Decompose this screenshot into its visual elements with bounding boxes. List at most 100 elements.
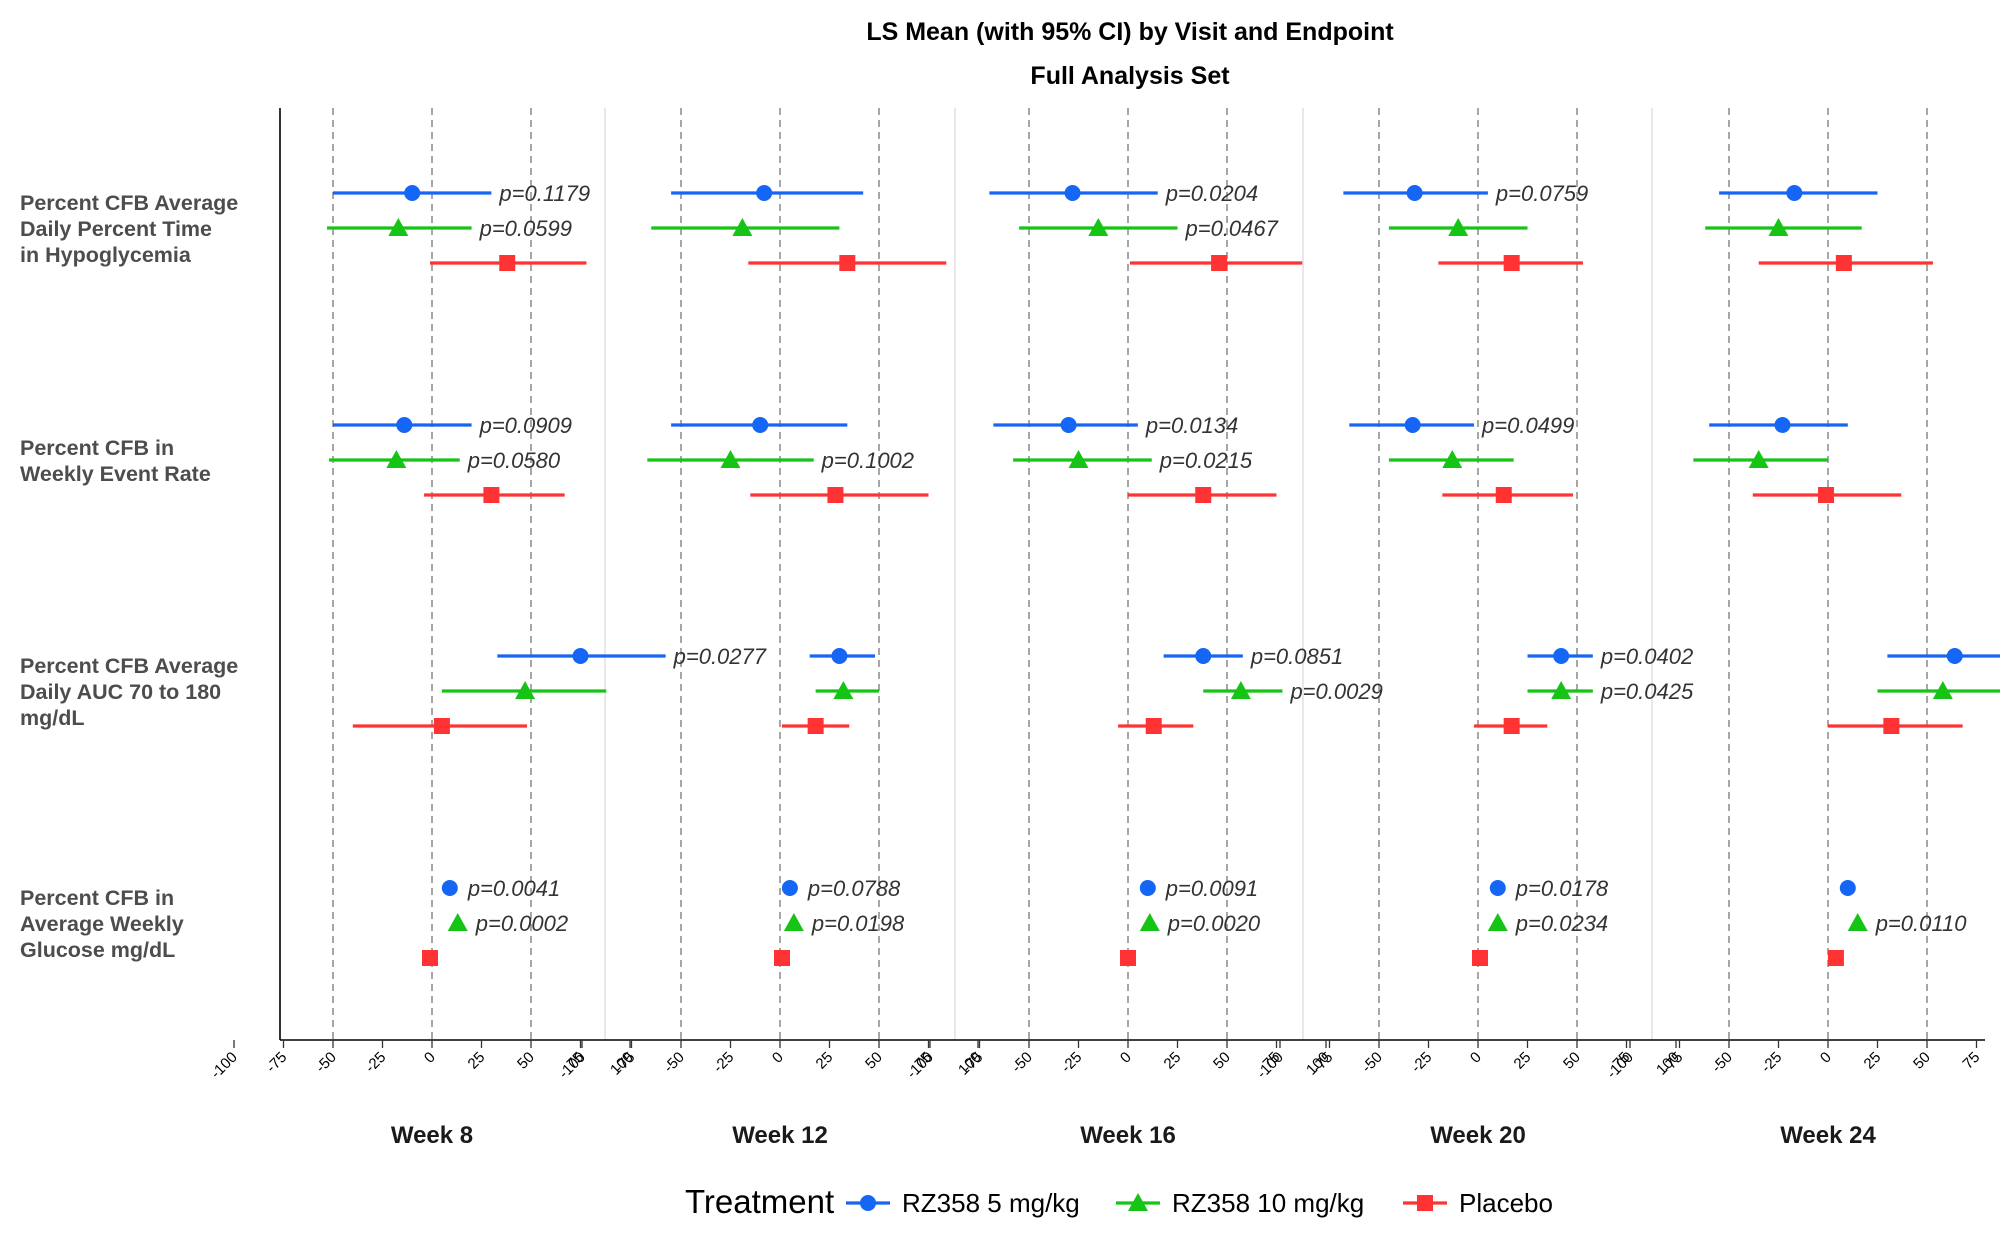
endpoint-label-line: mg/dL (20, 706, 85, 730)
legend-label: RZ358 5 mg/kg (902, 1188, 1080, 1218)
legend-item: Placebo (1403, 1188, 1553, 1218)
estimate-triangle (388, 218, 409, 236)
p-value-label: p=0.0198 (811, 911, 905, 936)
x-tick-label: -25 (1408, 1049, 1435, 1076)
endpoint-label-line: Percent CFB in (20, 436, 174, 460)
endpoint-label-line: Average Weekly (20, 912, 184, 936)
p-value-labels: p=0.1179 p=0.0599 p=0.0204 p=0.0467 p=0.0759… (467, 181, 1967, 936)
x-tick-label: 75 (1960, 1049, 1984, 1073)
estimate-circle (1839, 880, 1856, 896)
x-tick-label: -25 (710, 1049, 737, 1076)
x-tick-label: 50 (862, 1049, 886, 1073)
estimate-marks (327, 185, 2000, 966)
estimate-circle (1406, 185, 1423, 201)
p-value-label: p=0.0759 (1495, 181, 1588, 206)
estimate-triangle (783, 913, 804, 931)
estimate-triangle (1230, 681, 1251, 699)
estimate-triangle (720, 450, 741, 468)
estimate-triangle (732, 218, 753, 236)
p-value-label: p=0.0002 (475, 911, 568, 936)
endpoint-label: Percent CFB in Average Weekly Glucose mg/d… (20, 886, 184, 962)
endpoint-label-line: Glucose mg/dL (20, 938, 175, 962)
legend-item: RZ358 5 mg/kg (846, 1188, 1080, 1218)
x-tick-label: -50 (1708, 1049, 1735, 1076)
endpoint-label: Percent CFB in Weekly Event Rate (20, 436, 211, 486)
p-value-label: p=0.0499 (1481, 413, 1574, 438)
p-value-label: p=0.0788 (807, 876, 901, 901)
estimate-triangle (386, 450, 407, 468)
estimate-circle (1139, 880, 1156, 896)
estimate-triangle (1932, 681, 1953, 699)
legend-item: RZ358 10 mg/kg (1116, 1188, 1364, 1218)
estimate-circle (1774, 417, 1791, 433)
estimate-triangle (1847, 913, 1868, 931)
x-tick-label: 0 (421, 1049, 439, 1067)
x-tick-label: 0 (769, 1049, 787, 1067)
estimate-triangle (1088, 218, 1109, 236)
x-tick-label: -25 (362, 1049, 389, 1076)
x-tick-label: 0 (1467, 1049, 1485, 1067)
estimate-circle (1946, 648, 1963, 664)
estimate-triangle (1768, 218, 1789, 236)
estimate-triangle (447, 913, 468, 931)
x-tick-label: -75 (263, 1049, 290, 1076)
p-value-label: p=0.0909 (479, 413, 572, 438)
p-value-label: p=0.0020 (1167, 911, 1261, 936)
x-tick-label: 50 (514, 1049, 538, 1073)
endpoint-label-line: Percent CFB in (20, 886, 174, 910)
p-value-label: p=0.0110 (1875, 911, 1968, 936)
endpoint-label-line: Weekly Event Rate (20, 462, 211, 486)
estimate-square (807, 718, 824, 734)
estimate-triangle (1487, 913, 1508, 931)
estimate-triangle (1068, 450, 1089, 468)
estimate-circle (1553, 648, 1570, 664)
estimate-circle (396, 417, 413, 433)
p-value-label: p=0.0599 (479, 216, 572, 241)
x-tick-label: 25 (465, 1049, 489, 1073)
p-value-label: p=0.1179 (498, 181, 590, 206)
estimate-triangle (833, 681, 854, 699)
p-value-label: p=0.0091 (1165, 876, 1258, 901)
legend-triangle-icon (1128, 1193, 1148, 1211)
estimate-square (1120, 950, 1136, 966)
p-value-label: p=0.0580 (467, 448, 561, 473)
x-tick-label: -25 (1058, 1049, 1085, 1076)
estimate-square (1145, 718, 1162, 734)
estimate-circle (781, 880, 798, 896)
x-tick-label: 25 (1511, 1049, 1535, 1073)
x-tick-label: 25 (813, 1049, 837, 1073)
x-tick-label: 25 (1161, 1049, 1185, 1073)
axes (279, 108, 1985, 1041)
x-tick-label: 50 (1910, 1049, 1934, 1073)
estimate-square (1211, 255, 1228, 271)
legend-title: Treatment (685, 1183, 834, 1220)
panel-label: Week 24 (1780, 1122, 1876, 1149)
p-value-label: p=0.0425 (1600, 679, 1694, 704)
panel-label: Week 12 (732, 1122, 828, 1149)
estimate-triangle (1442, 450, 1463, 468)
estimate-circle (1786, 185, 1803, 201)
p-value-label: p=0.0029 (1289, 679, 1382, 704)
estimate-square (1471, 950, 1488, 966)
estimate-triangle (1448, 218, 1469, 236)
legend: Treatment RZ358 5 mg/kg RZ358 10 mg/kg Pla… (685, 1183, 1553, 1220)
x-tick-label: -100 (904, 1049, 937, 1082)
panel-separators (604, 108, 1653, 1040)
estimate-square (1195, 487, 1212, 503)
legend-label: RZ358 10 mg/kg (1172, 1188, 1364, 1218)
p-value-label: p=0.1002 (821, 448, 914, 473)
x-tick-label: -50 (312, 1049, 339, 1076)
estimate-circle (572, 648, 589, 664)
panel-label: Week 8 (391, 1122, 473, 1149)
estimate-triangle (1748, 450, 1769, 468)
estimate-circle (1060, 417, 1077, 433)
x-tick-label: -50 (660, 1049, 687, 1076)
x-tick-label: -25 (1758, 1049, 1785, 1076)
p-value-label: p=0.0134 (1145, 413, 1238, 438)
x-tick-label: 25 (1861, 1049, 1885, 1073)
x-tick-label: 50 (1210, 1049, 1234, 1073)
estimate-circle (831, 648, 848, 664)
estimate-triangle (1551, 681, 1572, 699)
chart-title: LS Mean (with 95% CI) by Visit and Endpo… (866, 18, 1394, 46)
